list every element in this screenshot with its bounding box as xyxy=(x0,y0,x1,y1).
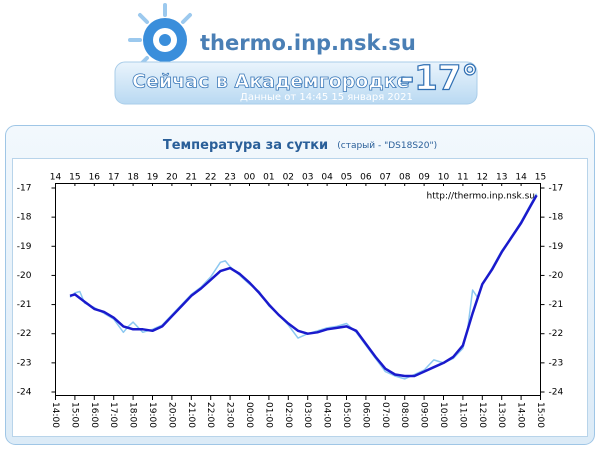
x-tick-label: 11:00 xyxy=(457,402,467,428)
y-tick-label-right: -21 xyxy=(549,300,564,310)
y-tick-label-right: -23 xyxy=(549,358,564,368)
y-tick-label: -22 xyxy=(17,329,32,339)
chart-box xyxy=(12,158,588,437)
x-tick-label: 23:00 xyxy=(225,402,235,428)
y-tick-label-right: -19 xyxy=(549,242,564,252)
x-tick-label: 14:00 xyxy=(516,402,526,428)
x-tick-label: 22:00 xyxy=(205,402,215,428)
x-tick-label: 00:00 xyxy=(244,402,254,428)
x-tick-top-label: 19 xyxy=(147,173,159,183)
x-tick-top-label: 12 xyxy=(477,173,488,183)
x-tick-top-label: 14 xyxy=(50,173,62,183)
site-name: thermo.inp.nsk.su xyxy=(200,31,416,55)
now-panel xyxy=(114,61,478,105)
x-tick-label: 02:00 xyxy=(283,402,293,428)
x-tick-top-label: 13 xyxy=(496,173,507,183)
plot: -17 -17 -18 -18 -19 -19 -20 -20 -21 -21 -22 -22 -23 -… xyxy=(17,173,564,429)
x-tick-top-label: 17 xyxy=(108,173,119,183)
x-tick-top-label: 21 xyxy=(186,173,197,183)
x-tick-label: 06:00 xyxy=(360,402,370,428)
plot-frame xyxy=(55,183,541,396)
x-tick-label: 14:00 xyxy=(50,402,60,428)
x-tick-label: 20:00 xyxy=(166,402,176,428)
y-tick-label-right: -24 xyxy=(549,388,564,398)
x-tick-top-label: 05 xyxy=(341,173,352,183)
now-value: -17° xyxy=(400,59,478,99)
x-tick-label: 13:00 xyxy=(496,402,506,428)
x-tick-top-label: 02 xyxy=(283,173,294,183)
x-tick-label: 18:00 xyxy=(128,402,138,428)
x-tick-label: 12:00 xyxy=(477,402,487,428)
x-tick-top-label: 09 xyxy=(418,173,430,183)
x-tick-label: 16:00 xyxy=(89,402,99,428)
x-tick-label: 15:00 xyxy=(69,402,79,428)
y-tick-label-right: -20 xyxy=(549,271,564,281)
x-tick-label: 05:00 xyxy=(341,402,351,428)
x-tick-top-label: 18 xyxy=(127,173,139,183)
x-tick-top-label: 08 xyxy=(399,173,411,183)
y-tick-label-right: -22 xyxy=(549,329,564,339)
x-tick-top-label: 00 xyxy=(244,173,256,183)
y-tick-label-right: -17 xyxy=(549,184,564,194)
y-tick-label: -17 xyxy=(17,184,32,194)
x-tick-label: 19:00 xyxy=(147,402,157,428)
temperature-line xyxy=(69,194,538,378)
y-tick-label: -21 xyxy=(17,300,32,310)
x-tick-top-label: 20 xyxy=(166,173,178,183)
chart-title: Температура за сутки xyxy=(163,138,328,153)
x-tick-label: 10:00 xyxy=(438,402,448,428)
y-tick-label: -24 xyxy=(17,388,32,398)
x-tick-label: 17:00 xyxy=(108,402,118,428)
x-tick-label: 01:00 xyxy=(263,402,273,428)
y-tick-label: -20 xyxy=(17,271,32,281)
chart-subtitle: (старый - "DS18S20") xyxy=(337,141,437,151)
x-tick-top-label: 10 xyxy=(438,173,450,183)
x-tick-label: 09:00 xyxy=(419,402,429,428)
x-tick-top-label: 23 xyxy=(224,173,235,183)
y-tick-label: -18 xyxy=(17,213,32,223)
x-tick-top-label: 06 xyxy=(360,173,372,183)
x-tick-top-label: 16 xyxy=(89,173,101,183)
y-tick-label: -23 xyxy=(17,358,32,368)
chart-heading: Температура за сутки (старый - "DS18S20"… xyxy=(163,135,437,154)
x-tick-label: 04:00 xyxy=(322,402,332,428)
x-tick-top-label: 07 xyxy=(380,173,391,183)
x-tick-top-label: 15 xyxy=(69,173,80,183)
data-time: Данные от 14:45 15 января 2021 xyxy=(240,92,413,103)
y-tick-label-right: -18 xyxy=(549,213,564,223)
x-tick-top-label: 22 xyxy=(205,173,216,183)
now-label: Сейчас в Академгородке xyxy=(132,71,409,93)
y-tick-label: -19 xyxy=(17,242,32,252)
x-tick-label: 21:00 xyxy=(186,402,196,428)
x-tick-top-label: 04 xyxy=(321,173,333,183)
x-tick-top-label: 11 xyxy=(457,173,468,183)
x-tick-label: 08:00 xyxy=(399,402,409,428)
x-tick-top-label: 15 xyxy=(535,173,546,183)
x-tick-top-label: 03 xyxy=(302,173,313,183)
x-tick-label: 03:00 xyxy=(302,402,312,428)
watermark: http://thermo.inp.nsk.su xyxy=(427,192,536,202)
x-tick-label: 15:00 xyxy=(535,402,545,428)
x-tick-top-label: 14 xyxy=(515,173,527,183)
x-tick-label: 07:00 xyxy=(380,402,390,428)
x-tick-top-label: 01 xyxy=(263,173,274,183)
logo xyxy=(128,3,192,67)
